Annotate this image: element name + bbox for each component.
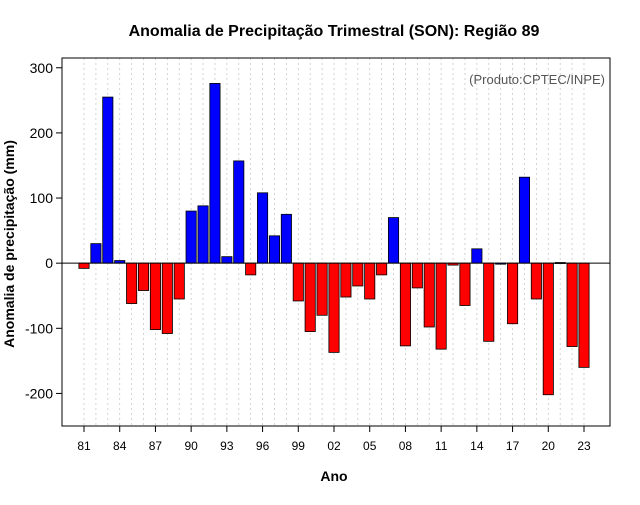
x-tick-label: 93 [220, 439, 234, 453]
x-axis-label: Ano [320, 468, 347, 484]
bar-1990 [185, 210, 197, 264]
bar-series [78, 83, 590, 396]
x-tick-label: 96 [256, 439, 270, 453]
bar-2011 [435, 262, 447, 350]
x-tick-label: 99 [292, 439, 306, 453]
bar-2022 [566, 262, 578, 347]
x-tick-label: 23 [577, 439, 591, 453]
bar-2010 [423, 262, 435, 328]
bar-1993 [221, 256, 233, 264]
chart-title: Anomalia de Precipitação Trimestral (SON… [129, 23, 540, 40]
bar-1998 [280, 213, 292, 264]
bar-1991 [197, 205, 209, 264]
bar-2023 [578, 262, 590, 368]
x-tick-label: 84 [113, 439, 127, 453]
bar-2017 [507, 262, 519, 325]
grid-lines [83, 58, 585, 426]
bar-2006 [376, 262, 388, 276]
bar-2015 [483, 262, 495, 342]
bar-2018 [518, 176, 530, 264]
bar-1987 [149, 262, 161, 331]
bar-2002 [328, 262, 340, 353]
y-tick-label: 0 [45, 255, 53, 271]
x-tick-label: 87 [149, 439, 163, 453]
x-axis: 81 84 87 90 93 96 99 02 05 08 11 14 17 20 23 [77, 426, 591, 453]
bar-1985 [126, 262, 138, 304]
y-tick-label: -200 [25, 385, 53, 401]
bar-1989 [173, 262, 185, 300]
x-tick-label: 05 [363, 439, 377, 453]
y-axis: -200 -100 0 100 200 300 [25, 60, 62, 401]
plot-frame [61, 57, 611, 427]
bar-1997 [268, 235, 280, 264]
x-tick-label: 20 [542, 439, 556, 453]
credit-annotation: (Produto:CPTEC/INPE) [469, 72, 605, 87]
bar-2009 [411, 262, 423, 289]
bar-1992 [209, 83, 221, 264]
bar-1986 [137, 262, 150, 291]
bar-2000 [304, 262, 316, 332]
bar-2013 [459, 262, 471, 306]
bar-1982 [90, 243, 102, 264]
x-tick-label: 14 [470, 439, 484, 453]
x-tick-label: 81 [77, 439, 91, 453]
x-tick-label: 11 [435, 439, 448, 453]
bar-1988 [161, 262, 173, 334]
bar-1994 [233, 160, 245, 264]
bar-2004 [352, 262, 364, 287]
bar-2003 [340, 262, 352, 298]
bar-1981 [78, 262, 90, 269]
y-tick-label: 100 [30, 190, 54, 206]
x-tick-label: 17 [506, 439, 520, 453]
x-tick-label: 02 [327, 439, 341, 453]
bar-2019 [530, 262, 542, 300]
bar-2014 [471, 248, 483, 264]
y-tick-label: 200 [30, 125, 54, 141]
y-tick-label: -100 [25, 320, 53, 336]
bar-1983 [102, 96, 114, 264]
y-tick-label: 300 [30, 60, 54, 76]
bar-1996 [257, 192, 269, 264]
bar-2005 [364, 262, 376, 300]
bar-2007 [387, 217, 400, 264]
bar-1995 [245, 262, 257, 276]
bar-1999 [292, 262, 304, 302]
bar-2001 [316, 262, 328, 316]
x-tick-label: 90 [184, 439, 198, 453]
y-axis-label: Anomalia de precipitação (mm) [1, 140, 17, 348]
bar-2020 [542, 262, 554, 396]
bar-2008 [399, 262, 411, 347]
x-tick-label: 08 [399, 439, 413, 453]
